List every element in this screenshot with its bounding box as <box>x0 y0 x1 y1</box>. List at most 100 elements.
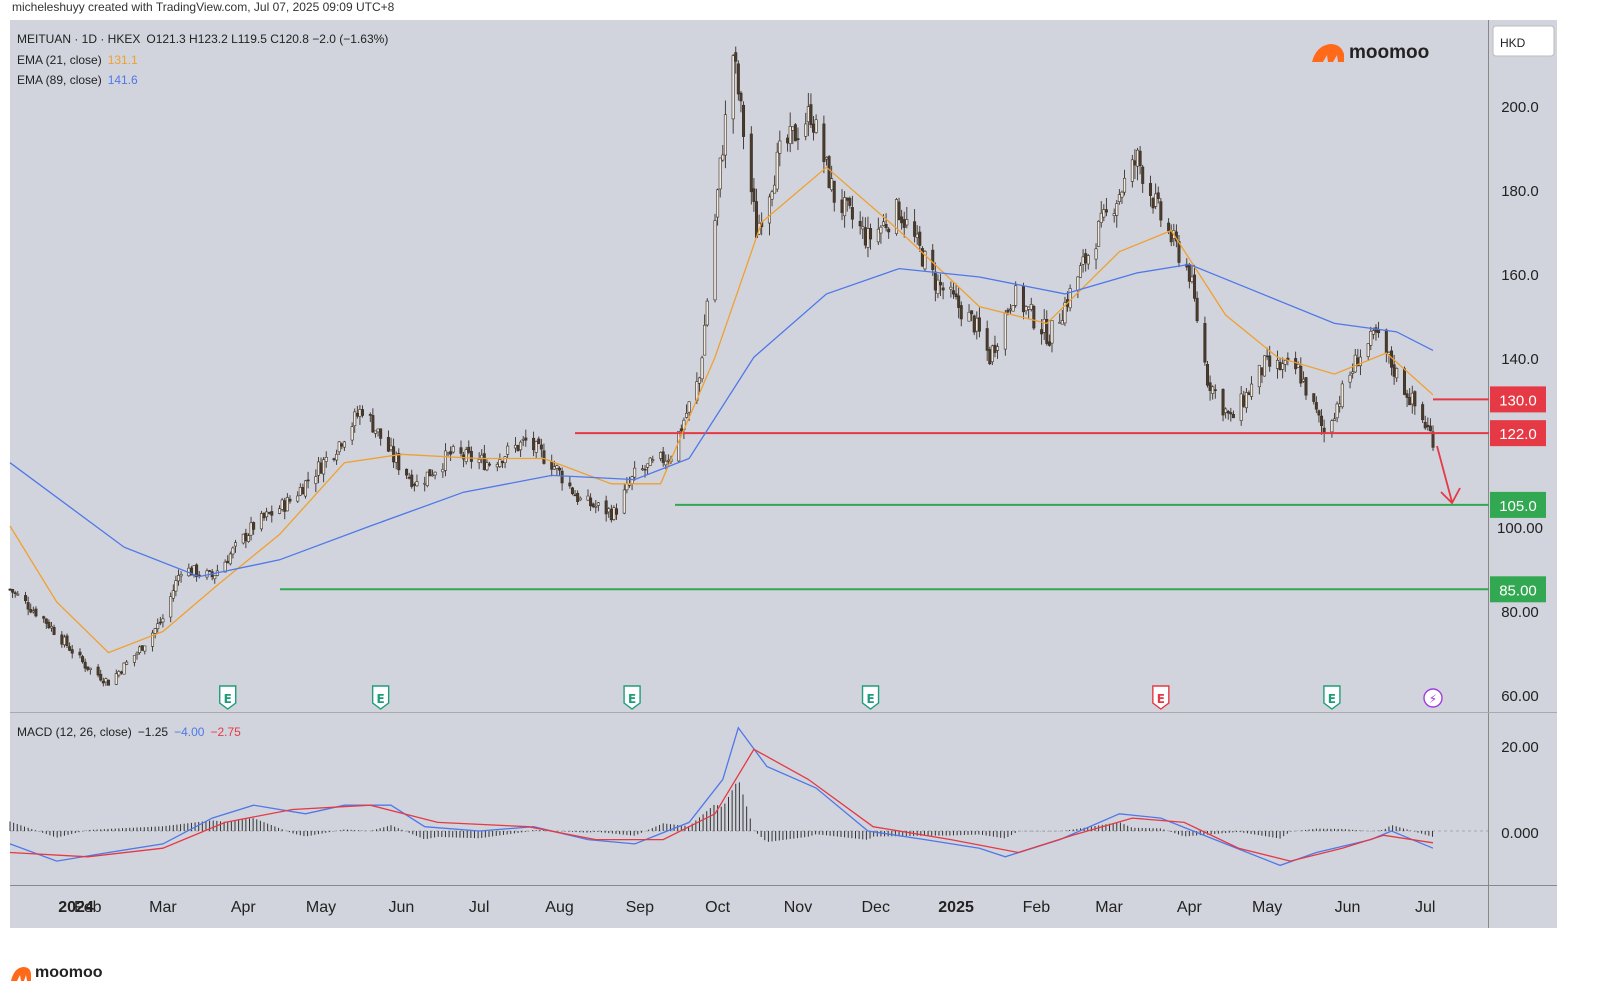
candle-body <box>1224 408 1228 413</box>
candle-body <box>814 119 818 133</box>
time-tick-label: Aug <box>545 899 573 916</box>
candle-body <box>742 104 746 137</box>
candle-body <box>1040 329 1044 335</box>
earnings-icon[interactable]: E <box>219 685 237 710</box>
earnings-icon[interactable]: E <box>1152 685 1170 710</box>
candle-body <box>967 311 971 322</box>
time-tick-label: Jul <box>1415 899 1435 916</box>
candle-body <box>249 522 253 536</box>
candle-body <box>1369 330 1373 346</box>
time-tick-label: Feb <box>74 899 102 916</box>
candle-body <box>117 671 121 676</box>
candle-body <box>703 324 707 356</box>
candle-body <box>104 678 108 683</box>
candle-body <box>252 522 256 530</box>
candle-body <box>827 156 831 188</box>
candle-body <box>1371 330 1375 335</box>
candle-body <box>441 469 445 473</box>
candle-body <box>262 512 266 519</box>
candle-body <box>462 454 466 460</box>
candle-body <box>1260 367 1264 376</box>
candle-body <box>643 468 647 471</box>
candle-body <box>322 459 326 475</box>
candle-body <box>1014 285 1018 306</box>
candle-body <box>464 449 468 462</box>
moomoo-logo-icon <box>1312 44 1344 62</box>
candle-body <box>915 233 919 239</box>
candle-body <box>949 286 953 290</box>
candle-body <box>713 220 717 301</box>
candle-body <box>677 431 681 462</box>
candle-body <box>52 627 56 635</box>
candle-body <box>524 437 528 441</box>
candle-body <box>578 497 582 501</box>
candle-body <box>226 560 230 564</box>
candle-body <box>954 293 958 298</box>
candle-body <box>866 228 870 248</box>
candle-body <box>405 468 409 476</box>
candle-body <box>734 52 738 62</box>
candle-body <box>241 533 245 544</box>
earnings-icon[interactable]: E <box>371 685 390 710</box>
candle-body <box>594 506 598 508</box>
candle-body <box>796 138 800 141</box>
candle-body <box>1169 231 1173 243</box>
price-tick-label: 180.0 <box>1501 183 1539 200</box>
price-tick-label: 100.00 <box>1497 520 1543 537</box>
candle-body <box>1413 391 1417 407</box>
candle-body <box>573 494 577 497</box>
candle-body <box>521 438 525 441</box>
candle-body <box>1384 329 1388 354</box>
candle-body <box>542 450 546 464</box>
earnings-icon[interactable]: E <box>861 685 880 710</box>
legend-macd: MACD (12, 26, close) −1.25 −4.00 −2.75 <box>17 725 241 739</box>
earnings-icon[interactable]: E <box>1323 685 1341 710</box>
earnings-icon[interactable]: E <box>623 685 641 710</box>
candle-body <box>697 377 701 384</box>
candle-body <box>951 290 955 295</box>
time-tick-label: Feb <box>1023 899 1051 916</box>
candle-body <box>552 466 556 470</box>
candle-body <box>884 223 888 229</box>
candle-body <box>1120 191 1124 198</box>
candle-body <box>1190 276 1194 282</box>
candle-body <box>1123 177 1127 193</box>
candle-body <box>376 428 380 433</box>
candle-body <box>368 414 372 416</box>
currency-button[interactable]: HKD <box>1492 25 1555 57</box>
candle-body <box>1314 402 1318 410</box>
candle-body <box>386 437 390 452</box>
candle-body <box>1159 201 1163 221</box>
candle-body <box>700 357 704 380</box>
candle-body <box>213 575 217 580</box>
candle-body <box>793 124 797 142</box>
candle-body <box>897 201 901 220</box>
candle-body <box>1296 363 1300 368</box>
candle-body <box>788 125 792 144</box>
dividend-icon[interactable]: ⚡ <box>1423 688 1443 708</box>
candle-body <box>993 344 997 353</box>
candle-body <box>869 228 873 240</box>
candle-body <box>812 123 816 133</box>
candle-body <box>106 679 110 686</box>
candle-body <box>101 680 105 684</box>
ema-group <box>9 166 1434 654</box>
candle-body <box>913 221 917 237</box>
candle-body <box>902 219 906 228</box>
candle-body <box>975 317 979 332</box>
candle-body <box>985 328 989 351</box>
candle-body <box>721 154 725 161</box>
macd-line-macd <box>9 726 1434 867</box>
candle-body <box>459 447 463 454</box>
candle-body <box>415 481 419 487</box>
candle-body <box>1133 160 1137 166</box>
candle-body <box>488 463 492 466</box>
candle-body <box>246 535 250 542</box>
candle-body <box>379 428 383 439</box>
candle-body <box>633 467 637 478</box>
candle-body <box>1021 285 1025 313</box>
candle-body <box>604 500 608 515</box>
candle-body <box>234 542 238 547</box>
candle-body <box>1299 365 1303 384</box>
candle-body <box>47 621 51 628</box>
